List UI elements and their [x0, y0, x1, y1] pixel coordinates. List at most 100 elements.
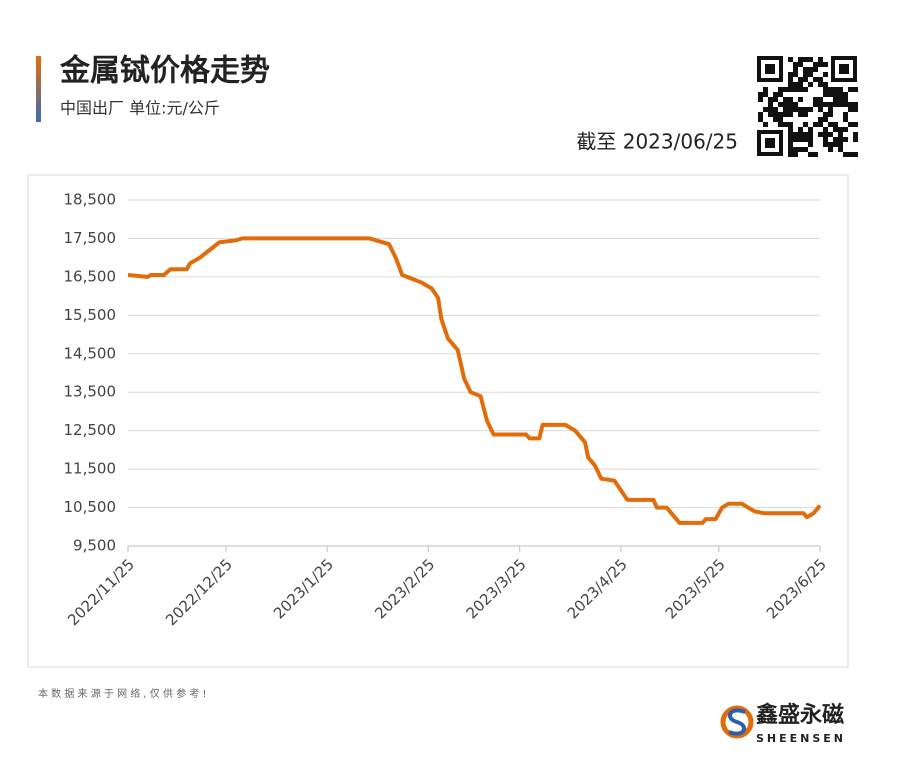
- qr-module: [853, 122, 858, 127]
- plot-frame: [27, 174, 849, 668]
- qr-module: [808, 127, 813, 132]
- qr-module: [833, 102, 838, 107]
- qr-module: [808, 132, 813, 137]
- qr-module: [778, 102, 783, 107]
- qr-module: [783, 87, 788, 92]
- qr-module: [783, 97, 788, 102]
- qr-module: [788, 107, 793, 112]
- qr-module: [788, 87, 793, 92]
- qr-module: [773, 97, 778, 102]
- qr-module: [763, 87, 768, 92]
- qr-module: [818, 122, 823, 127]
- qr-module: [843, 102, 848, 107]
- qr-module: [848, 122, 853, 127]
- qr-module: [803, 57, 808, 62]
- qr-module: [783, 122, 788, 127]
- qr-module: [843, 92, 848, 97]
- qr-module: [818, 77, 823, 82]
- qr-module: [788, 102, 793, 107]
- qr-code: [757, 56, 858, 157]
- qr-module: [808, 137, 813, 142]
- qr-module: [833, 137, 838, 142]
- qr-module: [853, 102, 858, 107]
- qr-module: [808, 67, 813, 72]
- brand-name: 鑫盛永磁: [756, 702, 844, 728]
- qr-module: [818, 62, 823, 67]
- qr-module: [768, 97, 773, 102]
- x-tick-label: 2023/1/25: [270, 555, 337, 622]
- qr-module: [833, 97, 838, 102]
- qr-module: [803, 67, 808, 72]
- qr-module: [813, 152, 818, 157]
- qr-module: [768, 102, 773, 107]
- qr-module: [803, 147, 808, 152]
- qr-module: [818, 107, 823, 112]
- qr-module: [808, 152, 813, 157]
- qr-module: [828, 112, 833, 117]
- qr-module: [823, 92, 828, 97]
- qr-module: [848, 107, 853, 112]
- qr-module: [833, 127, 838, 132]
- qr-module: [823, 112, 828, 117]
- x-tick-label: 2023/2/25: [371, 555, 438, 622]
- qr-module: [833, 122, 838, 127]
- y-tick-label: 10,500: [64, 498, 117, 516]
- qr-module: [823, 72, 828, 77]
- qr-module: [813, 67, 818, 72]
- qr-module: [808, 57, 813, 62]
- qr-module: [798, 147, 803, 152]
- qr-module: [798, 57, 803, 62]
- y-tick-label: 9,500: [73, 537, 116, 555]
- qr-module: [758, 92, 763, 97]
- qr-module: [803, 112, 808, 117]
- qr-module: [768, 107, 773, 112]
- qr-module: [763, 107, 768, 112]
- qr-module: [818, 102, 823, 107]
- qr-module: [818, 57, 823, 62]
- qr-module: [793, 152, 798, 157]
- qr-module: [793, 132, 798, 137]
- qr-module: [823, 117, 828, 122]
- qr-module: [828, 92, 833, 97]
- qr-module: [818, 117, 823, 122]
- qr-module: [828, 147, 833, 152]
- qr-module: [793, 82, 798, 87]
- qr-module: [798, 82, 803, 87]
- x-tick-label: 2023/3/25: [463, 555, 530, 622]
- qr-module: [773, 107, 778, 112]
- brand-name-en: SHEENSEN: [756, 732, 846, 745]
- qr-module: [853, 87, 858, 92]
- qr-module: [788, 137, 793, 142]
- qr-module: [823, 102, 828, 107]
- qr-module: [793, 137, 798, 142]
- qr-module: [838, 97, 843, 102]
- qr-module: [788, 147, 793, 152]
- qr-module: [823, 62, 828, 67]
- qr-module: [798, 112, 803, 117]
- x-tick-label: 2023/5/25: [662, 555, 729, 622]
- qr-module: [838, 102, 843, 107]
- qr-module: [813, 77, 818, 82]
- qr-module: [773, 117, 778, 122]
- qr-module: [848, 87, 853, 92]
- qr-module: [798, 132, 803, 137]
- source-note: 本 数 据 来 源 于 网 络 , 仅 供 参 考 !: [38, 687, 207, 700]
- qr-module: [788, 127, 793, 132]
- x-tick-label: 2023/4/25: [564, 555, 631, 622]
- qr-module: [798, 107, 803, 112]
- y-tick-label: 17,500: [64, 229, 117, 247]
- qr-module: [823, 82, 828, 87]
- qr-module: [843, 137, 848, 142]
- qr-module: [783, 107, 788, 112]
- qr-module: [833, 92, 838, 97]
- qr-module: [803, 132, 808, 137]
- qr-module: [788, 77, 793, 82]
- brand-logo: [720, 705, 754, 739]
- qr-module: [843, 97, 848, 102]
- qr-module: [783, 112, 788, 117]
- x-tick-label: 2022/11/25: [64, 555, 138, 629]
- qr-module: [818, 97, 823, 102]
- qr-module: [758, 112, 763, 117]
- qr-module: [773, 112, 778, 117]
- qr-module: [808, 82, 813, 87]
